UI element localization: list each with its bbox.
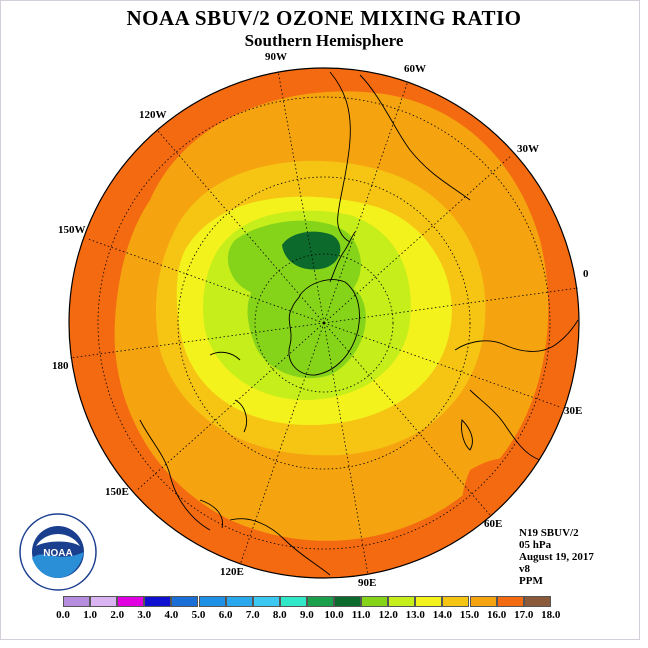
page-title: NOAA SBUV/2 OZONE MIXING RATIO <box>126 6 522 30</box>
colorbar-tick-label: 18.0 <box>541 609 561 621</box>
pressure-level-label: 05 hPa <box>519 539 552 551</box>
version-label: v8 <box>519 563 530 575</box>
colorbar-tick-label: 5.0 <box>191 609 206 621</box>
lon-label-150w: 150W <box>58 224 86 236</box>
product-info: N19 SBUV/2 05 hPa August 19, 2017 v8 PPM <box>519 527 594 587</box>
colorbar-tick-label: 2.0 <box>110 609 125 621</box>
colorbar-tick-label: 13.0 <box>405 609 425 621</box>
graticule <box>69 70 579 576</box>
colorbar-tick-label: 0.0 <box>56 609 70 621</box>
lon-label-120e: 120E <box>220 566 244 578</box>
colorbar-tick-label: 17.0 <box>514 609 534 621</box>
noaa-logo-text: NOAA <box>43 548 72 559</box>
colorbar-tick-label: 1.0 <box>83 609 97 621</box>
ozone-field <box>69 68 579 578</box>
colorbar-tick-label: 14.0 <box>432 609 453 621</box>
lon-label-90w: 90W <box>265 51 287 63</box>
colorbar-swatch <box>225 596 253 607</box>
colorbar-swatch <box>415 596 443 607</box>
colorbar-tick-label: 11.0 <box>351 609 371 621</box>
colorbar-swatch <box>334 596 361 607</box>
lon-label-150e: 150E <box>105 486 129 498</box>
colorbar-swatch <box>496 596 524 607</box>
colorbar-swatch <box>171 596 199 607</box>
colorbar-swatch <box>306 596 334 607</box>
colorbar-tick-label: 7.0 <box>245 609 260 621</box>
colorbar-tick-label: 15.0 <box>459 609 480 621</box>
map-boundary <box>68 67 580 579</box>
colorbar-swatch <box>198 596 226 607</box>
lon-label-30w: 30W <box>517 143 539 155</box>
colorbar-swatch <box>90 596 118 607</box>
lon-label-60e: 60E <box>484 518 503 530</box>
colorbar-swatch <box>279 596 307 607</box>
noaa-logo: NOAA <box>19 513 97 591</box>
colorbar-swatch <box>523 596 551 607</box>
colorbar-tick-label: 4.0 <box>164 609 179 621</box>
colorbar-tick-label: 10.0 <box>324 609 344 621</box>
colorbar-swatch <box>469 596 497 607</box>
colorbar-swatch <box>442 596 470 607</box>
lon-label-0: 0 <box>583 268 589 280</box>
colorbar-swatch <box>252 596 280 607</box>
colorbar-tick-label: 16.0 <box>486 609 507 621</box>
colorbar-swatch <box>117 596 145 607</box>
page-subtitle: Southern Hemisphere <box>244 31 404 50</box>
units-label: PPM <box>519 575 543 587</box>
lon-label-30e: 30E <box>564 405 583 417</box>
colorbar-tick-label: 6.0 <box>218 609 233 621</box>
colorbar-swatch <box>361 596 389 607</box>
colorbar-swatch <box>63 596 90 607</box>
lon-label-90e: 90E <box>358 577 377 589</box>
colorbar-tick-label: 8.0 <box>272 609 287 621</box>
figure-frame <box>0 0 640 640</box>
colorbar-tick-label: 12.0 <box>378 609 398 621</box>
colorbar-tick-label: 3.0 <box>137 609 152 621</box>
colorbar-tick-label: 9.0 <box>300 609 314 621</box>
lon-label-180: 180 <box>52 360 69 372</box>
satellite-label: N19 SBUV/2 <box>519 527 579 539</box>
colorbar-swatch <box>388 596 416 607</box>
colorbar-swatch <box>144 596 172 607</box>
lon-label-120w: 120W <box>139 109 167 121</box>
date-label: August 19, 2017 <box>519 551 594 563</box>
coastlines <box>139 71 579 576</box>
lon-label-60w: 60W <box>404 63 426 75</box>
